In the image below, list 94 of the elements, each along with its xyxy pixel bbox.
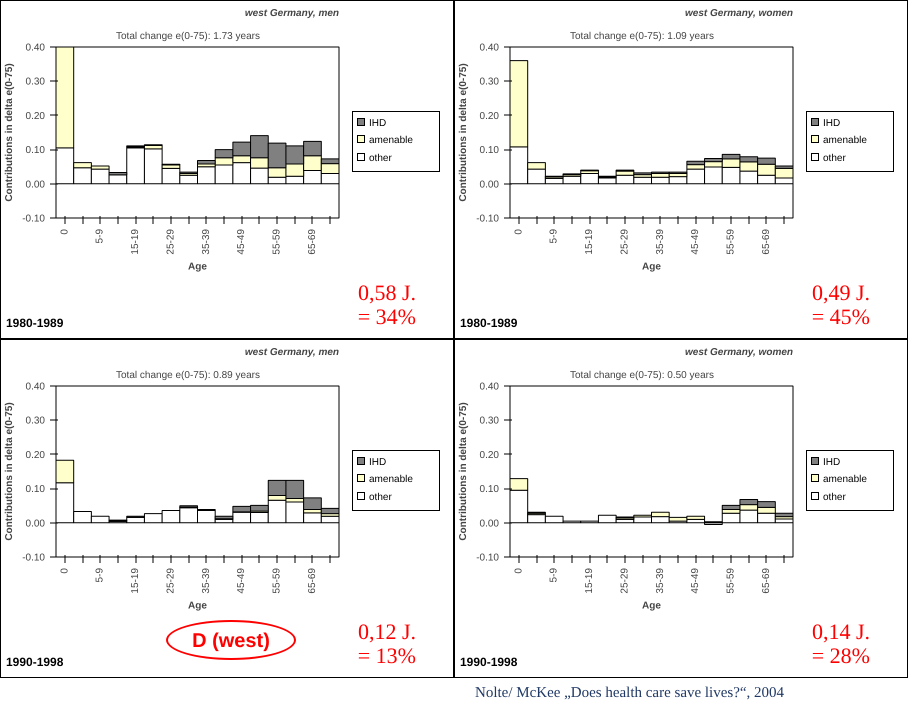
y-tick-label: 0.10 [480,484,500,496]
y-tick-label: 0.20 [480,450,500,461]
y-tick-label: 0.00 [26,518,46,530]
y-tick-label: 0.30 [26,76,46,88]
y-tick-label: 0.20 [480,110,500,122]
y-tick-label: 0.00 [480,518,500,530]
legend-label: IHD [822,117,842,131]
x-tick-label: 5-9 [548,228,560,244]
text: Total change e(0-75): 0.89 years [116,370,260,381]
legend-label: IHD [368,117,388,131]
y-tick-label: 0.30 [480,416,500,427]
text: 1980-1989 [460,315,518,332]
x-tick-label: 0 [513,568,524,574]
x-tick-label: 5-9 [94,228,106,244]
legend-label: other [368,490,393,505]
x-axis-title: Age [188,262,208,273]
legend-label: amenable [368,134,413,148]
x-tick-label: 0 [59,568,70,574]
text: 0,49 J. = 45% [812,280,870,329]
x-tick-label: 65-69 [760,568,772,594]
x-axis-title: Age [642,600,662,612]
text: 0,14 J. = 28% [812,619,870,668]
x-tick-label: 55-59 [272,568,283,594]
legend-label: amenable [368,473,413,488]
x-axis-title: Age [188,600,208,612]
x-tick-label: 65-69 [306,228,318,255]
legend-label: amenable [822,134,867,148]
legend-label: IHD [822,456,842,470]
y-tick-label: -0.10 [476,214,500,224]
x-tick-label: 35-39 [200,228,212,255]
y-tick-label: 0.40 [480,42,500,54]
y-tick-label: 0.20 [26,110,46,122]
legend-label: other [822,490,847,505]
x-tick-label: 0 [513,228,524,235]
x-tick-label: 35-39 [200,568,212,594]
text: Total change e(0-75): 1.09 years [570,31,714,42]
y-tick-label: 0.30 [480,76,500,88]
y-tick-label: -0.10 [22,214,46,224]
y-tick-label: 0.10 [26,484,46,496]
text: Total change e(0-75): 0.50 years [570,370,714,381]
x-tick-label: 25-29 [619,228,630,255]
y-axis-title: Contributions in delta e(0-75) [4,402,16,541]
text: Total change e(0-75): 1.73 years [116,31,260,42]
text: 1990-1998 [460,654,518,671]
x-tick-label: 65-69 [760,228,772,255]
y-tick-label: 0.10 [26,145,46,156]
x-axis-title: Age [642,262,662,273]
text: 1990-1998 [6,654,64,671]
y-tick-label: 0.10 [480,145,500,156]
text: Nolte/ McKee „Does health care save lives?“, 2004 [475,684,784,703]
x-tick-label: 25-29 [619,568,630,594]
x-tick-label: 55-59 [726,568,737,594]
x-tick-label: 35-39 [654,228,666,255]
x-tick-label: 65-69 [306,568,318,594]
chart-title: west Germany, men [244,347,340,358]
y-tick-label: 0.20 [26,450,46,461]
legend-label: other [822,152,847,166]
y-tick-label: -0.10 [22,552,46,564]
x-tick-label: 15-19 [130,228,142,255]
x-tick-label: 45-49 [236,568,248,594]
x-tick-label: 15-19 [130,568,142,594]
x-tick-label: 15-19 [584,568,596,594]
text: D (west) [192,629,270,654]
y-tick-label: 0.00 [26,179,46,190]
y-axis-title: Contributions in delta e(0-75) [458,402,470,541]
x-tick-label: 15-19 [584,228,596,255]
y-tick-label: 0.40 [26,382,46,392]
chart-title: west Germany, women [685,347,793,358]
chart-title: west Germany, women [685,8,793,19]
y-tick-label: 0.30 [26,416,46,427]
text: 0,58 J. = 34% [358,280,416,329]
text: 0,12 J. = 13% [358,619,416,668]
x-tick-label: 25-29 [165,228,176,255]
x-tick-label: 5-9 [94,568,106,582]
chart-title: west Germany, men [244,8,340,19]
x-tick-label: 45-49 [690,568,702,594]
legend-label: other [368,152,393,166]
y-tick-label: 0.40 [26,42,46,54]
text: 1980-1989 [6,315,64,332]
x-tick-label: 5-9 [548,568,560,582]
legend-label: IHD [368,456,388,470]
x-tick-label: 55-59 [272,228,283,255]
x-tick-label: 45-49 [236,228,248,255]
x-tick-label: 25-29 [165,568,176,594]
y-tick-label: 0.40 [480,382,500,392]
legend-label: amenable [822,473,867,488]
y-tick-label: 0.00 [480,179,500,190]
y-axis-title: Contributions in delta e(0-75) [458,63,470,202]
x-tick-label: 55-59 [726,228,737,255]
y-axis-title: Contributions in delta e(0-75) [4,63,16,202]
x-tick-label: 35-39 [654,568,666,594]
x-tick-label: 45-49 [690,228,702,255]
y-tick-label: -0.10 [476,552,500,564]
x-tick-label: 0 [59,228,70,235]
